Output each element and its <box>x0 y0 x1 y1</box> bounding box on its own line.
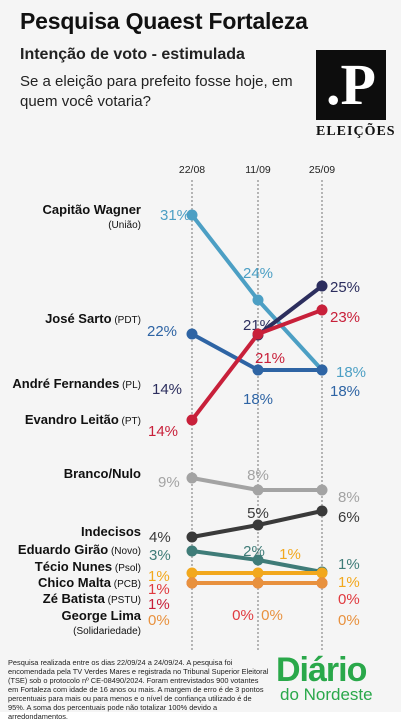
data-label: 21% <box>255 350 285 367</box>
series-party: (PSTU) <box>105 595 141 606</box>
data-point <box>186 545 198 557</box>
data-label: 1% <box>148 568 170 585</box>
data-label: 22% <box>147 323 177 340</box>
series-party: (PDT) <box>112 315 141 326</box>
series-name: George Lima (Solidariedade) <box>62 608 142 637</box>
series-name: Zé Batista (PSTU) <box>43 591 141 606</box>
x-tick-label: 11/09 <box>245 164 271 176</box>
series-line <box>256 284 324 337</box>
data-point <box>316 304 328 316</box>
data-label: 0% <box>338 591 360 608</box>
logo-caption: ELEIÇÕES <box>316 124 396 139</box>
series-name: André Fernandes (PL) <box>12 376 141 391</box>
series-party: (PT) <box>119 416 141 427</box>
data-label: 14% <box>148 423 178 440</box>
series-party: (União) <box>108 220 141 231</box>
data-point <box>252 364 264 376</box>
data-label: 1% <box>148 581 170 598</box>
data-point <box>186 567 198 579</box>
survey-question: Se a eleição para prefeito fosse hoje, e… <box>20 73 293 110</box>
data-point <box>252 554 264 566</box>
data-label: 9% <box>158 474 180 491</box>
data-label: 6% <box>338 509 360 526</box>
data-point <box>252 294 264 306</box>
series-name: José Sarto (PDT) <box>45 311 141 326</box>
x-tick-label: 22/08 <box>179 164 205 176</box>
data-label: 8% <box>338 489 360 506</box>
brand-name: Diário <box>276 651 367 689</box>
logo-mark: .P <box>316 50 386 120</box>
series-party: (PCB) <box>111 579 141 590</box>
series-party: (Solidariedade) <box>73 626 141 637</box>
series-name: Capitão Wagner (União) <box>43 202 141 231</box>
data-label: 0% <box>338 612 360 629</box>
data-point <box>316 364 328 376</box>
data-label: 1% <box>279 546 301 563</box>
data-label: 14% <box>152 381 182 398</box>
data-label: 25% <box>330 279 360 296</box>
series-party: (Psol) <box>112 563 141 574</box>
data-point <box>186 328 198 340</box>
data-label: 1% <box>338 556 360 573</box>
series-name: Eduardo Girão (Novo) <box>18 542 141 557</box>
data-label: 3% <box>149 547 171 564</box>
series-name-text: George Lima <box>62 608 142 623</box>
page-title: Pesquisa Quaest Fortaleza <box>20 8 308 34</box>
data-label: 0% <box>148 612 170 629</box>
data-point <box>316 567 328 579</box>
series-party: (Novo) <box>108 546 141 557</box>
series-name-text: André Fernandes <box>12 376 119 391</box>
page-subtitle: Intenção de voto - estimulada <box>20 46 245 63</box>
brand-tagline: do Nordeste <box>280 685 373 704</box>
data-point <box>316 484 328 496</box>
data-point <box>252 484 264 496</box>
series-name-text: Evandro Leitão <box>25 412 119 427</box>
data-point <box>252 519 264 531</box>
brand-logo: Diário do Nordeste <box>276 651 396 704</box>
data-label: 8% <box>247 467 269 484</box>
data-point <box>186 472 198 484</box>
series-name-text: Capitão Wagner <box>43 202 141 217</box>
series-name: Evandro Leitão (PT) <box>25 412 141 427</box>
data-point <box>252 577 264 589</box>
data-label: 18% <box>336 364 366 381</box>
series-name-text: Branco/Nulo <box>64 466 141 481</box>
data-point <box>186 577 198 589</box>
eleicoes-logo: .P ELEIÇÕES <box>316 50 396 139</box>
data-label: 0% <box>261 607 283 624</box>
data-point <box>316 577 328 589</box>
series-name-text: Técio Nunes <box>35 559 112 574</box>
data-label: 1% <box>148 596 170 613</box>
data-point <box>186 414 198 426</box>
data-point <box>186 531 198 543</box>
data-label: 1% <box>338 574 360 591</box>
x-tick-label: 25/09 <box>309 164 335 176</box>
data-label: 4% <box>149 529 171 546</box>
series-name-text: Indecisos <box>81 524 141 539</box>
series-name-text: Eduardo Girão <box>18 542 108 557</box>
data-label: 23% <box>330 309 360 326</box>
data-label: 0% <box>232 607 254 624</box>
series-name-text: Chico Malta <box>38 575 112 590</box>
data-point <box>316 280 328 292</box>
data-label: 5% <box>247 505 269 522</box>
data-label: 18% <box>330 383 360 400</box>
series-name: Branco/Nulo <box>64 466 141 481</box>
data-point <box>252 328 264 340</box>
data-label: 24% <box>243 265 273 282</box>
data-label: 31% <box>160 207 190 224</box>
series-name: Chico Malta (PCB) <box>38 575 141 590</box>
series-party: (PL) <box>119 380 141 391</box>
data-point <box>252 567 264 579</box>
data-point <box>186 209 198 221</box>
series-name-text: José Sarto <box>45 311 112 326</box>
data-label: 18% <box>243 391 273 408</box>
series-name: Técio Nunes (Psol) <box>35 559 141 574</box>
data-label: 2% <box>243 543 265 560</box>
data-point <box>316 505 328 517</box>
series-name: Indecisos <box>81 524 141 539</box>
series-name-text: Zé Batista <box>43 591 106 606</box>
